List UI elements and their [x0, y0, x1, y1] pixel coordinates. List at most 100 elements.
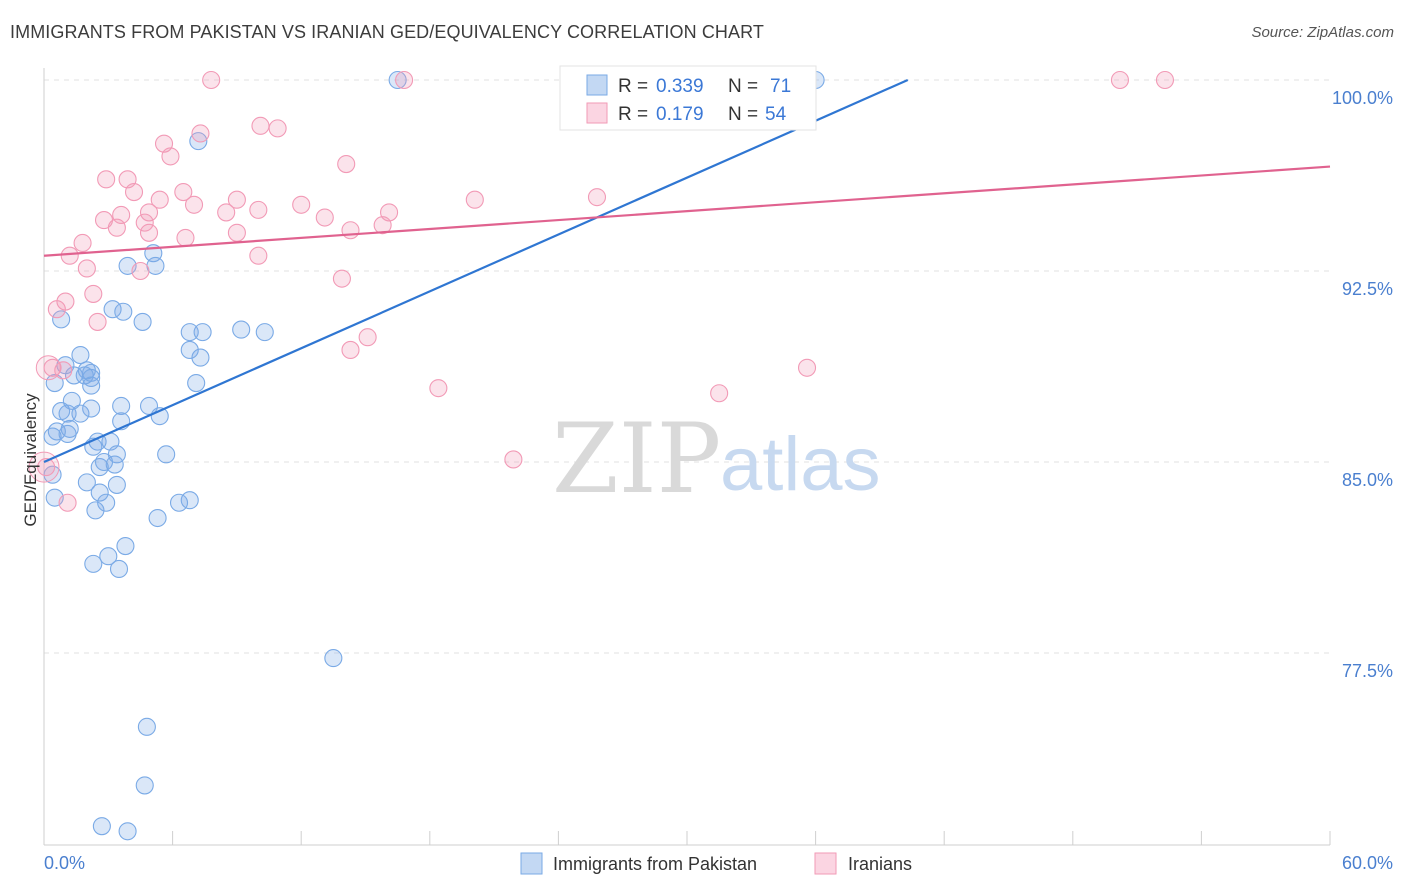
legend-n-label-iranians: N =	[728, 104, 758, 125]
series-legend-swatch-pakistan	[520, 852, 543, 875]
point-iranians	[47, 300, 66, 319]
point-iranians	[150, 190, 169, 209]
point-pakistan	[52, 310, 71, 329]
x-ticks	[43, 831, 1331, 845]
point-pakistan	[43, 427, 62, 446]
point-iranians	[429, 379, 448, 398]
point-pakistan	[180, 491, 199, 510]
point-pakistan	[71, 345, 90, 365]
trend-lines	[43, 78, 1331, 464]
point-pakistan	[77, 473, 96, 492]
point-iranians	[107, 218, 126, 237]
y-tick-label: 100.0%	[1332, 88, 1393, 108]
point-pakistan	[90, 483, 109, 502]
legend-swatch-iranians	[586, 102, 608, 124]
watermark: ZIP atlas	[552, 403, 881, 515]
point-pakistan	[180, 323, 199, 342]
point-pakistan	[137, 717, 156, 736]
point-pakistan	[189, 132, 208, 151]
point-pakistan	[388, 70, 407, 90]
point-iranians	[227, 223, 246, 242]
legend-n-value-iranians: 54	[765, 104, 787, 125]
point-iranians	[202, 70, 221, 90]
point-pakistan	[84, 554, 103, 573]
point-pakistan	[94, 452, 114, 472]
trend-line-iranians	[43, 165, 1331, 257]
point-iranians	[97, 170, 116, 189]
point-iranians	[373, 216, 392, 235]
point-iranians	[1110, 70, 1130, 90]
point-iranians	[292, 195, 311, 214]
point-iranians	[358, 328, 377, 347]
point-iranians	[337, 154, 356, 174]
point-iranians	[249, 200, 268, 219]
watermark-atlas: atlas	[720, 422, 881, 507]
series-legend: Immigrants from Pakistan Iranians	[520, 852, 912, 875]
point-pakistan	[86, 501, 105, 520]
x-tick-label-left: 0.0%	[44, 853, 85, 873]
point-pakistan	[82, 399, 101, 418]
legend-r-label-pakistan: R =	[618, 76, 648, 97]
point-pakistan	[116, 536, 135, 556]
point-iranians	[227, 190, 246, 209]
point-pakistan	[82, 368, 101, 388]
point-pakistan	[146, 256, 165, 275]
legend-n-label-pakistan: N =	[728, 76, 758, 97]
point-pakistan	[169, 493, 189, 512]
point-iranians	[332, 269, 351, 288]
series-legend-label-iranians: Iranians	[848, 854, 912, 874]
y-tick-label: 92.5%	[1342, 279, 1393, 299]
point-pakistan	[180, 340, 199, 359]
x-tick-label-right: 60.0%	[1342, 853, 1393, 873]
point-iranians	[161, 147, 180, 166]
point-iranians	[251, 116, 270, 135]
point-iranians	[504, 450, 523, 469]
point-pakistan	[97, 493, 116, 512]
legend-r-value-iranians: 0.179	[656, 104, 704, 125]
legend-r-value-pakistan: 0.339	[656, 76, 704, 97]
point-iranians	[77, 259, 96, 278]
grid-lines	[44, 79, 1330, 654]
point-pakistan	[92, 817, 111, 836]
point-pakistan	[103, 300, 122, 319]
point-iranians	[249, 246, 268, 265]
point-pakistan	[58, 424, 77, 444]
point-iranians	[191, 124, 210, 143]
point-iranians	[268, 119, 287, 138]
point-pakistan	[191, 348, 210, 367]
point-iranians	[587, 188, 607, 207]
point-pakistan	[232, 320, 251, 339]
point-iranians	[710, 384, 729, 403]
point-pakistan	[43, 465, 62, 484]
series-legend-label-pakistan: Immigrants from Pakistan	[553, 854, 757, 874]
point-pakistan	[114, 302, 133, 321]
point-iranians	[135, 213, 154, 232]
point-iranians	[35, 355, 61, 381]
watermark-zip: ZIP	[552, 403, 721, 515]
y-tick-label: 77.5%	[1342, 661, 1393, 681]
point-iranians	[184, 195, 204, 214]
point-iranians	[139, 203, 159, 222]
y-axis-title: GED/Equivalency	[21, 393, 40, 527]
legend-swatch-pakistan	[586, 74, 608, 96]
point-iranians	[84, 284, 103, 303]
point-iranians	[315, 208, 334, 227]
point-iranians	[341, 340, 360, 359]
point-iranians	[176, 228, 195, 247]
data-points	[28, 70, 1175, 841]
point-pakistan	[135, 776, 154, 795]
point-iranians	[73, 233, 92, 253]
series-legend-swatch-iranians	[814, 852, 837, 875]
point-pakistan	[187, 374, 206, 393]
point-iranians	[43, 358, 62, 377]
stats-legend: R = 0.339 N = 71 R = 0.179 N = 54	[559, 65, 817, 131]
point-iranians	[341, 221, 360, 240]
point-iranians	[37, 458, 56, 477]
point-iranians	[131, 261, 150, 281]
point-iranians	[88, 312, 107, 331]
point-iranians	[1155, 70, 1175, 90]
point-pakistan	[107, 475, 126, 494]
point-pakistan	[148, 508, 167, 528]
point-pakistan	[71, 404, 90, 423]
